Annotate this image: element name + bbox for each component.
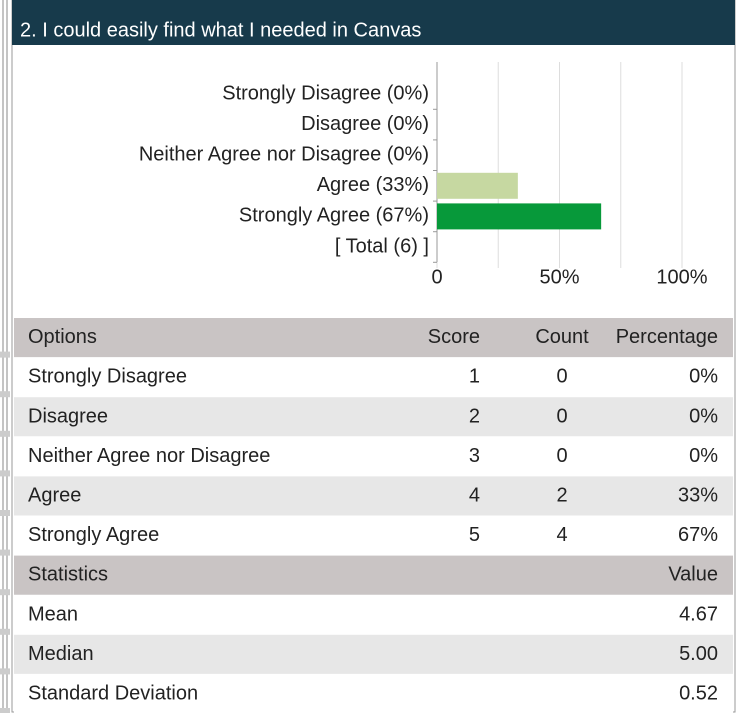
x-tick-label: 100%: [656, 266, 707, 288]
cell: Strongly Agree: [28, 524, 159, 546]
cell: 4.67: [679, 603, 718, 625]
left-marker: [0, 351, 10, 358]
cell: 3: [469, 445, 480, 467]
table-row: [14, 516, 733, 556]
category-label: Neither Agree nor Disagree (0%): [139, 143, 429, 165]
left-marker: [0, 510, 10, 516]
table-header: [14, 318, 733, 358]
category-label: Strongly Agree (67%): [239, 205, 429, 227]
cell: Standard Deviation: [28, 682, 198, 704]
cell: 67%: [678, 524, 718, 546]
x-tick-label: 50%: [539, 266, 579, 288]
column-header: Value: [668, 564, 718, 586]
left-marker: [0, 589, 10, 596]
cell: Disagree: [28, 405, 108, 427]
cell: 5.00: [679, 643, 718, 665]
stats-row: [14, 634, 733, 675]
category-label: [ Total (6) ]: [335, 235, 429, 257]
cell: 0%: [689, 405, 718, 427]
cell: 0: [556, 405, 567, 427]
cell: Strongly Disagree: [28, 366, 187, 388]
left-marker: [0, 470, 10, 477]
title-bar: [12, 0, 735, 45]
stats-row: [14, 674, 733, 713]
stats-row: [14, 595, 733, 635]
stats-header: [14, 555, 733, 596]
left-marker: [0, 549, 10, 556]
cell: Neither Agree nor Disagree: [28, 445, 270, 467]
cell: 5: [469, 524, 480, 546]
cell: 1: [469, 366, 480, 388]
bar: [437, 172, 518, 199]
table-row: [14, 476, 733, 516]
table-row: [14, 397, 733, 437]
bar: [437, 203, 602, 230]
left-marker: [0, 668, 10, 675]
cell: 0%: [689, 445, 718, 467]
table-row: [14, 357, 733, 398]
category-label: Disagree (0%): [301, 113, 429, 135]
left-marker: [0, 628, 10, 635]
cell: 0%: [689, 366, 718, 388]
column-header: Statistics: [28, 564, 108, 586]
table-row: [14, 436, 733, 477]
cell: 4: [469, 484, 480, 506]
column-header: Count: [535, 326, 589, 348]
cell: Agree: [28, 484, 81, 506]
column-header: Percentage: [616, 326, 718, 348]
title: 2. I could easily find what I needed in …: [20, 19, 421, 41]
category-label: Agree (33%): [317, 174, 429, 196]
cell: 33%: [678, 484, 718, 506]
left-marker: [0, 430, 10, 437]
category-label: Strongly Disagree (0%): [222, 82, 429, 104]
cell: 0: [556, 366, 567, 388]
cell: Median: [28, 643, 94, 665]
cell: 4: [556, 524, 567, 546]
column-header: Options: [28, 326, 97, 348]
cell: 2: [469, 405, 480, 427]
cell: 0.52: [679, 682, 718, 704]
left-marker: [0, 708, 10, 713]
left-marker: [0, 391, 10, 398]
cell: Mean: [28, 603, 78, 625]
x-tick-label: 0: [431, 266, 442, 288]
column-header: Score: [428, 326, 480, 348]
cell: 0: [556, 445, 567, 467]
cell: 2: [556, 484, 567, 506]
